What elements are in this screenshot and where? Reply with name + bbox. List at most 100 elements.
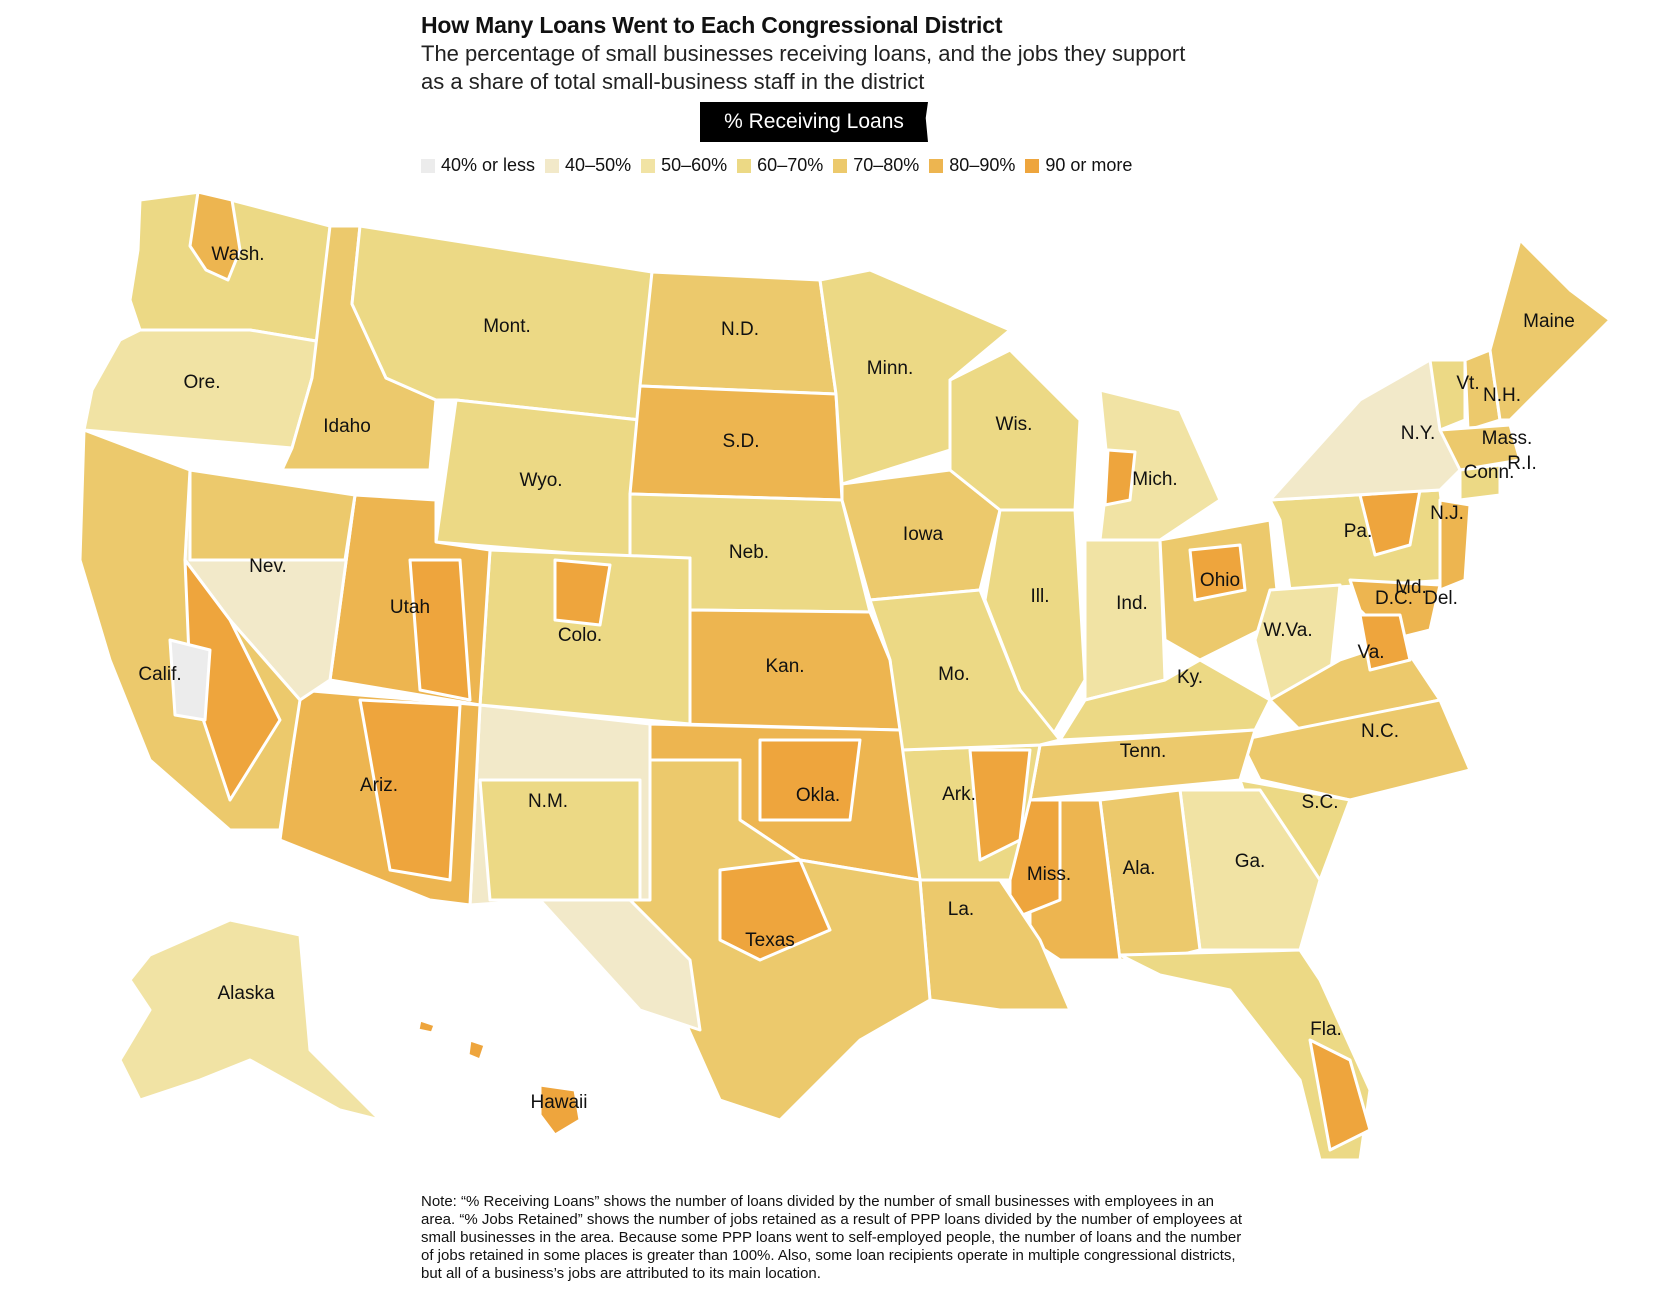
legend-label: 80–90% bbox=[949, 155, 1016, 175]
label-miss: Miss. bbox=[1027, 864, 1071, 885]
district-ariz-east[interactable] bbox=[358, 698, 462, 882]
state-shape-maine[interactable] bbox=[1488, 238, 1612, 422]
district-map: Wash. Ore. Idaho Mont. Wyo. N.D. S.D. Ne… bbox=[0, 180, 1656, 1170]
label-neb: Neb. bbox=[729, 542, 769, 563]
label-alaska: Alaska bbox=[217, 983, 274, 1004]
state-shape-fla[interactable] bbox=[1118, 948, 1372, 1162]
legend-swatch bbox=[421, 158, 435, 173]
label-sd: S.D. bbox=[723, 431, 760, 452]
district-utah-east[interactable] bbox=[408, 558, 472, 702]
header: How Many Loans Went to Each Congressiona… bbox=[421, 10, 1321, 96]
label-nev: Nev. bbox=[249, 556, 287, 577]
legend-item-c4: 60–70% bbox=[737, 155, 823, 176]
district-nm-south[interactable] bbox=[478, 778, 642, 902]
receiving-loans-toggle-button[interactable]: % Receiving Loans bbox=[700, 102, 928, 142]
label-nc: N.C. bbox=[1361, 721, 1399, 742]
label-ind: Ind. bbox=[1116, 593, 1148, 614]
district-wash-seattle[interactable] bbox=[188, 190, 242, 282]
label-conn: Conn. bbox=[1464, 462, 1515, 483]
label-wis: Wis. bbox=[996, 414, 1033, 435]
legend-label: 50–60% bbox=[661, 155, 728, 175]
label-ariz: Ariz. bbox=[360, 775, 398, 796]
legend-item-c5: 70–80% bbox=[833, 155, 919, 176]
us-map-svg: Wash. Ore. Idaho Mont. Wyo. N.D. S.D. Ne… bbox=[78, 190, 1612, 1162]
label-calif: Calif. bbox=[138, 664, 181, 685]
label-del: Del. bbox=[1424, 588, 1458, 609]
district-ark-east[interactable] bbox=[968, 748, 1032, 862]
legend-item-c6: 80–90% bbox=[929, 155, 1015, 176]
label-hawaii: Hawaii bbox=[530, 1092, 587, 1113]
legend-item-c7: 90 or more bbox=[1025, 155, 1132, 176]
district-texas-central[interactable] bbox=[718, 858, 832, 962]
state-shape-hawaii-big[interactable] bbox=[538, 1083, 582, 1137]
label-tenn: Tenn. bbox=[1120, 741, 1166, 762]
legend-swatch bbox=[833, 158, 848, 173]
legend-label: 90 or more bbox=[1045, 155, 1133, 175]
label-ga: Ga. bbox=[1235, 851, 1266, 872]
label-colo: Colo. bbox=[558, 625, 602, 646]
label-fla: Fla. bbox=[1310, 1019, 1342, 1040]
label-ky: Ky. bbox=[1177, 667, 1203, 688]
label-ny: N.Y. bbox=[1401, 423, 1436, 444]
district-okla-center[interactable] bbox=[758, 738, 862, 822]
label-utah: Utah bbox=[390, 597, 430, 618]
legend-swatch bbox=[929, 158, 944, 173]
label-minn: Minn. bbox=[867, 358, 913, 379]
footnote: Note: “% Receiving Loans” shows the numb… bbox=[421, 1193, 1243, 1282]
district-ohio-center[interactable] bbox=[1188, 543, 1247, 602]
label-ri: R.I. bbox=[1507, 453, 1537, 474]
label-okla: Okla. bbox=[796, 785, 840, 806]
legend-label: 40–50% bbox=[565, 155, 632, 175]
state-shape-alaska[interactable] bbox=[118, 918, 382, 1122]
legend-swatch bbox=[1025, 158, 1040, 173]
label-nd: N.D. bbox=[721, 319, 759, 340]
label-ill: Ill. bbox=[1031, 586, 1050, 607]
label-nj: N.J. bbox=[1430, 503, 1464, 524]
label-ark: Ark. bbox=[942, 784, 976, 805]
legend-swatch bbox=[641, 158, 656, 173]
label-mo: Mo. bbox=[938, 664, 970, 685]
label-ore: Ore. bbox=[184, 372, 221, 393]
legend-label: 40% or less bbox=[441, 155, 536, 175]
state-shape-mass[interactable] bbox=[1438, 423, 1522, 472]
district-colo-denver[interactable] bbox=[553, 558, 612, 627]
label-maine: Maine bbox=[1523, 311, 1575, 332]
label-wva: W.Va. bbox=[1263, 620, 1312, 641]
state-shape-conn[interactable] bbox=[1458, 463, 1502, 502]
label-mich: Mich. bbox=[1132, 469, 1177, 490]
district-calif-bay[interactable] bbox=[168, 638, 212, 722]
legend-label: 70–80% bbox=[853, 155, 920, 175]
state-shape-hawaii-islands[interactable] bbox=[416, 1018, 437, 1035]
legend-swatch bbox=[737, 158, 752, 173]
label-idaho: Idaho bbox=[323, 416, 371, 437]
state-shape-md[interactable] bbox=[1348, 578, 1442, 642]
label-la: La. bbox=[948, 899, 974, 920]
label-va: Va. bbox=[1357, 642, 1384, 663]
label-nh: N.H. bbox=[1483, 385, 1521, 406]
state-shape-ind[interactable] bbox=[1083, 538, 1167, 702]
label-mont: Mont. bbox=[483, 316, 531, 337]
state-shape-vt[interactable] bbox=[1428, 358, 1467, 432]
label-nm: N.M. bbox=[528, 791, 568, 812]
label-kan: Kan. bbox=[765, 656, 804, 677]
legend-item-c2: 40–50% bbox=[545, 155, 631, 176]
state-shape-hawaii-maui[interactable] bbox=[466, 1038, 487, 1062]
district-nev-north[interactable] bbox=[188, 468, 357, 562]
label-iowa: Iowa bbox=[903, 524, 944, 545]
legend-label: 60–70% bbox=[757, 155, 824, 175]
label-mass: Mass. bbox=[1482, 428, 1533, 449]
legend-item-c1: 40% or less bbox=[421, 155, 535, 176]
district-va-north[interactable] bbox=[1358, 613, 1412, 672]
legend-item-c3: 50–60% bbox=[641, 155, 727, 176]
label-ala: Ala. bbox=[1123, 858, 1156, 879]
state-shape-nj[interactable] bbox=[1438, 498, 1472, 592]
chart-subtitle-line1: The percentage of small businesses recei… bbox=[421, 41, 1186, 66]
label-md: Md. bbox=[1395, 577, 1427, 598]
label-pa: Pa. bbox=[1344, 521, 1373, 542]
state-shape-nc[interactable] bbox=[1238, 698, 1472, 802]
label-sc: S.C. bbox=[1302, 792, 1339, 813]
label-ohio: Ohio bbox=[1200, 570, 1240, 591]
label-wash: Wash. bbox=[211, 244, 264, 265]
district-mich-west[interactable] bbox=[1103, 448, 1137, 507]
district-fla-coast[interactable] bbox=[1308, 1038, 1372, 1152]
